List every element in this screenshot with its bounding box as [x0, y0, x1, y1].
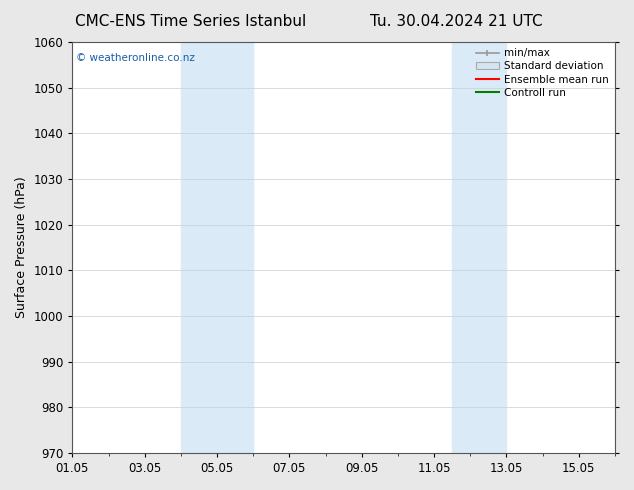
Bar: [181, 42, 253, 453]
Bar: [452, 42, 507, 453]
Legend: min/max, Standard deviation, Ensemble mean run, Controll run: min/max, Standard deviation, Ensemble me…: [472, 44, 612, 102]
Text: © weatheronline.co.nz: © weatheronline.co.nz: [76, 53, 195, 64]
Text: Tu. 30.04.2024 21 UTC: Tu. 30.04.2024 21 UTC: [370, 14, 543, 29]
Text: CMC-ENS Time Series Istanbul: CMC-ENS Time Series Istanbul: [75, 14, 306, 29]
Y-axis label: Surface Pressure (hPa): Surface Pressure (hPa): [15, 176, 28, 318]
